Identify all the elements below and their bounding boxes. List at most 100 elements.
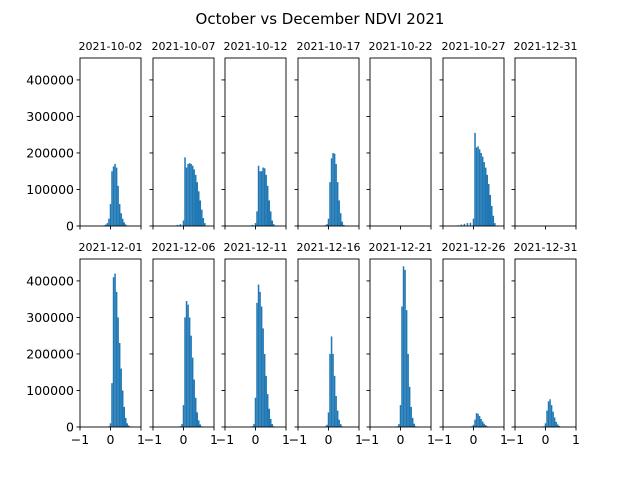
histogram-bar [399,405,402,427]
axes-frame [79,57,142,227]
histogram-bar [253,424,255,427]
histogram-bar [115,291,118,427]
x-tick-label: 1 [427,432,435,447]
x-tick-label: −1 [216,432,234,447]
histogram-bar [123,222,125,226]
histogram-bar [327,218,330,226]
y-tick-label: 0 [66,219,74,234]
histogram-bar [484,425,487,427]
histogram-bar [123,406,125,427]
histogram-bar [558,425,560,427]
histogram-bar [329,182,331,226]
histogram-bar [335,395,337,427]
histogram-bar [257,165,260,226]
x-tick-label: −1 [71,432,89,447]
histogram-bar [401,306,403,427]
histogram-bar [492,215,495,226]
histogram-bar [256,302,258,427]
subplot-title: 2021-12-26 [442,241,506,254]
histogram-bar [194,174,197,226]
histogram-bar [257,284,260,427]
axes-frame [152,258,215,428]
subplot-title: 2021-12-01 [79,241,143,254]
histogram-bar [483,162,485,226]
histogram-bar [182,220,185,226]
histogram-bar [112,166,115,226]
subplot-title: 2021-12-16 [297,241,361,254]
subplot-title: 2021-10-12 [224,40,288,53]
histogram-bar [105,224,107,226]
histogram-bar [254,223,257,226]
histogram-bar [266,394,269,427]
y-tick-label: 300000 [26,109,74,124]
histogram-bar [185,301,188,427]
subplot-title: 2021-12-21 [369,241,433,254]
histogram-bar [191,165,194,226]
histogram-bar [335,163,337,226]
x-tick-label: 1 [210,432,218,447]
histogram-bar [254,397,257,427]
histogram-bar [478,416,481,427]
axes-frame [369,258,432,428]
histogram-bar [556,424,559,427]
histogram-bar [251,224,254,226]
histogram-bar [487,184,490,226]
subplot-title: 2021-12-06 [152,241,216,254]
histogram-bar [193,169,195,226]
histogram-bar [197,420,200,427]
histogram-bar [474,419,476,427]
histogram-bar [402,266,405,427]
histogram-bar [481,421,484,427]
histogram-bar [117,317,119,427]
histogram-bar [121,218,124,226]
histogram-bar [266,185,269,226]
histogram-bar [494,223,496,226]
histogram-bar [259,291,261,427]
histogram-bar [413,423,415,427]
histogram-bar [124,224,127,226]
histogram-bar [472,218,475,226]
histogram-bar [191,357,194,427]
histogram-bar [550,405,553,427]
histogram-bar [114,273,116,427]
subplot-r1-c2: 2021-10-07 [149,40,215,230]
histogram-bar [326,224,328,226]
histogram-bar [552,411,554,427]
histogram-bar [460,224,463,226]
histogram-bar [268,200,270,226]
histogram-bar [121,390,124,427]
histogram-bar [330,336,333,427]
histogram-bar [271,220,274,226]
x-tick-label: 0 [107,432,115,447]
histogram-bar [466,223,469,226]
histogram-bar [338,419,340,427]
histogram-bar [117,185,119,226]
histogram-bar [546,410,548,427]
axes-frame [514,258,577,428]
histogram-bar [184,157,186,226]
histogram-bar [273,224,275,226]
histogram-bar [106,223,109,226]
histogram-bar [120,368,122,427]
y-tick-label: 100000 [26,182,74,197]
histogram-bar [265,375,267,427]
histogram-bar [185,167,188,226]
subplot-r1-c4: 2021-10-17 [294,40,360,230]
histogram-bar [115,167,118,226]
histogram-bar [553,417,556,427]
x-tick-label: 1 [500,432,508,447]
x-tick-label: 0 [542,432,550,447]
axes-frame [224,57,287,227]
histogram-bar [269,418,272,427]
subplot-title: 2021-12-31 [514,241,578,254]
histogram-bar [489,194,492,226]
histogram-bar [339,213,342,226]
subplot-r2-c6: 2021-12-26 −1 0 1 [434,241,508,447]
histogram-bar [478,149,481,226]
histogram-bar [199,424,202,427]
x-tick-label: 1 [282,432,290,447]
histogram-bar [547,401,550,427]
histogram-bar [480,418,482,427]
histogram-bar [187,304,189,427]
histogram-bar [259,171,261,226]
